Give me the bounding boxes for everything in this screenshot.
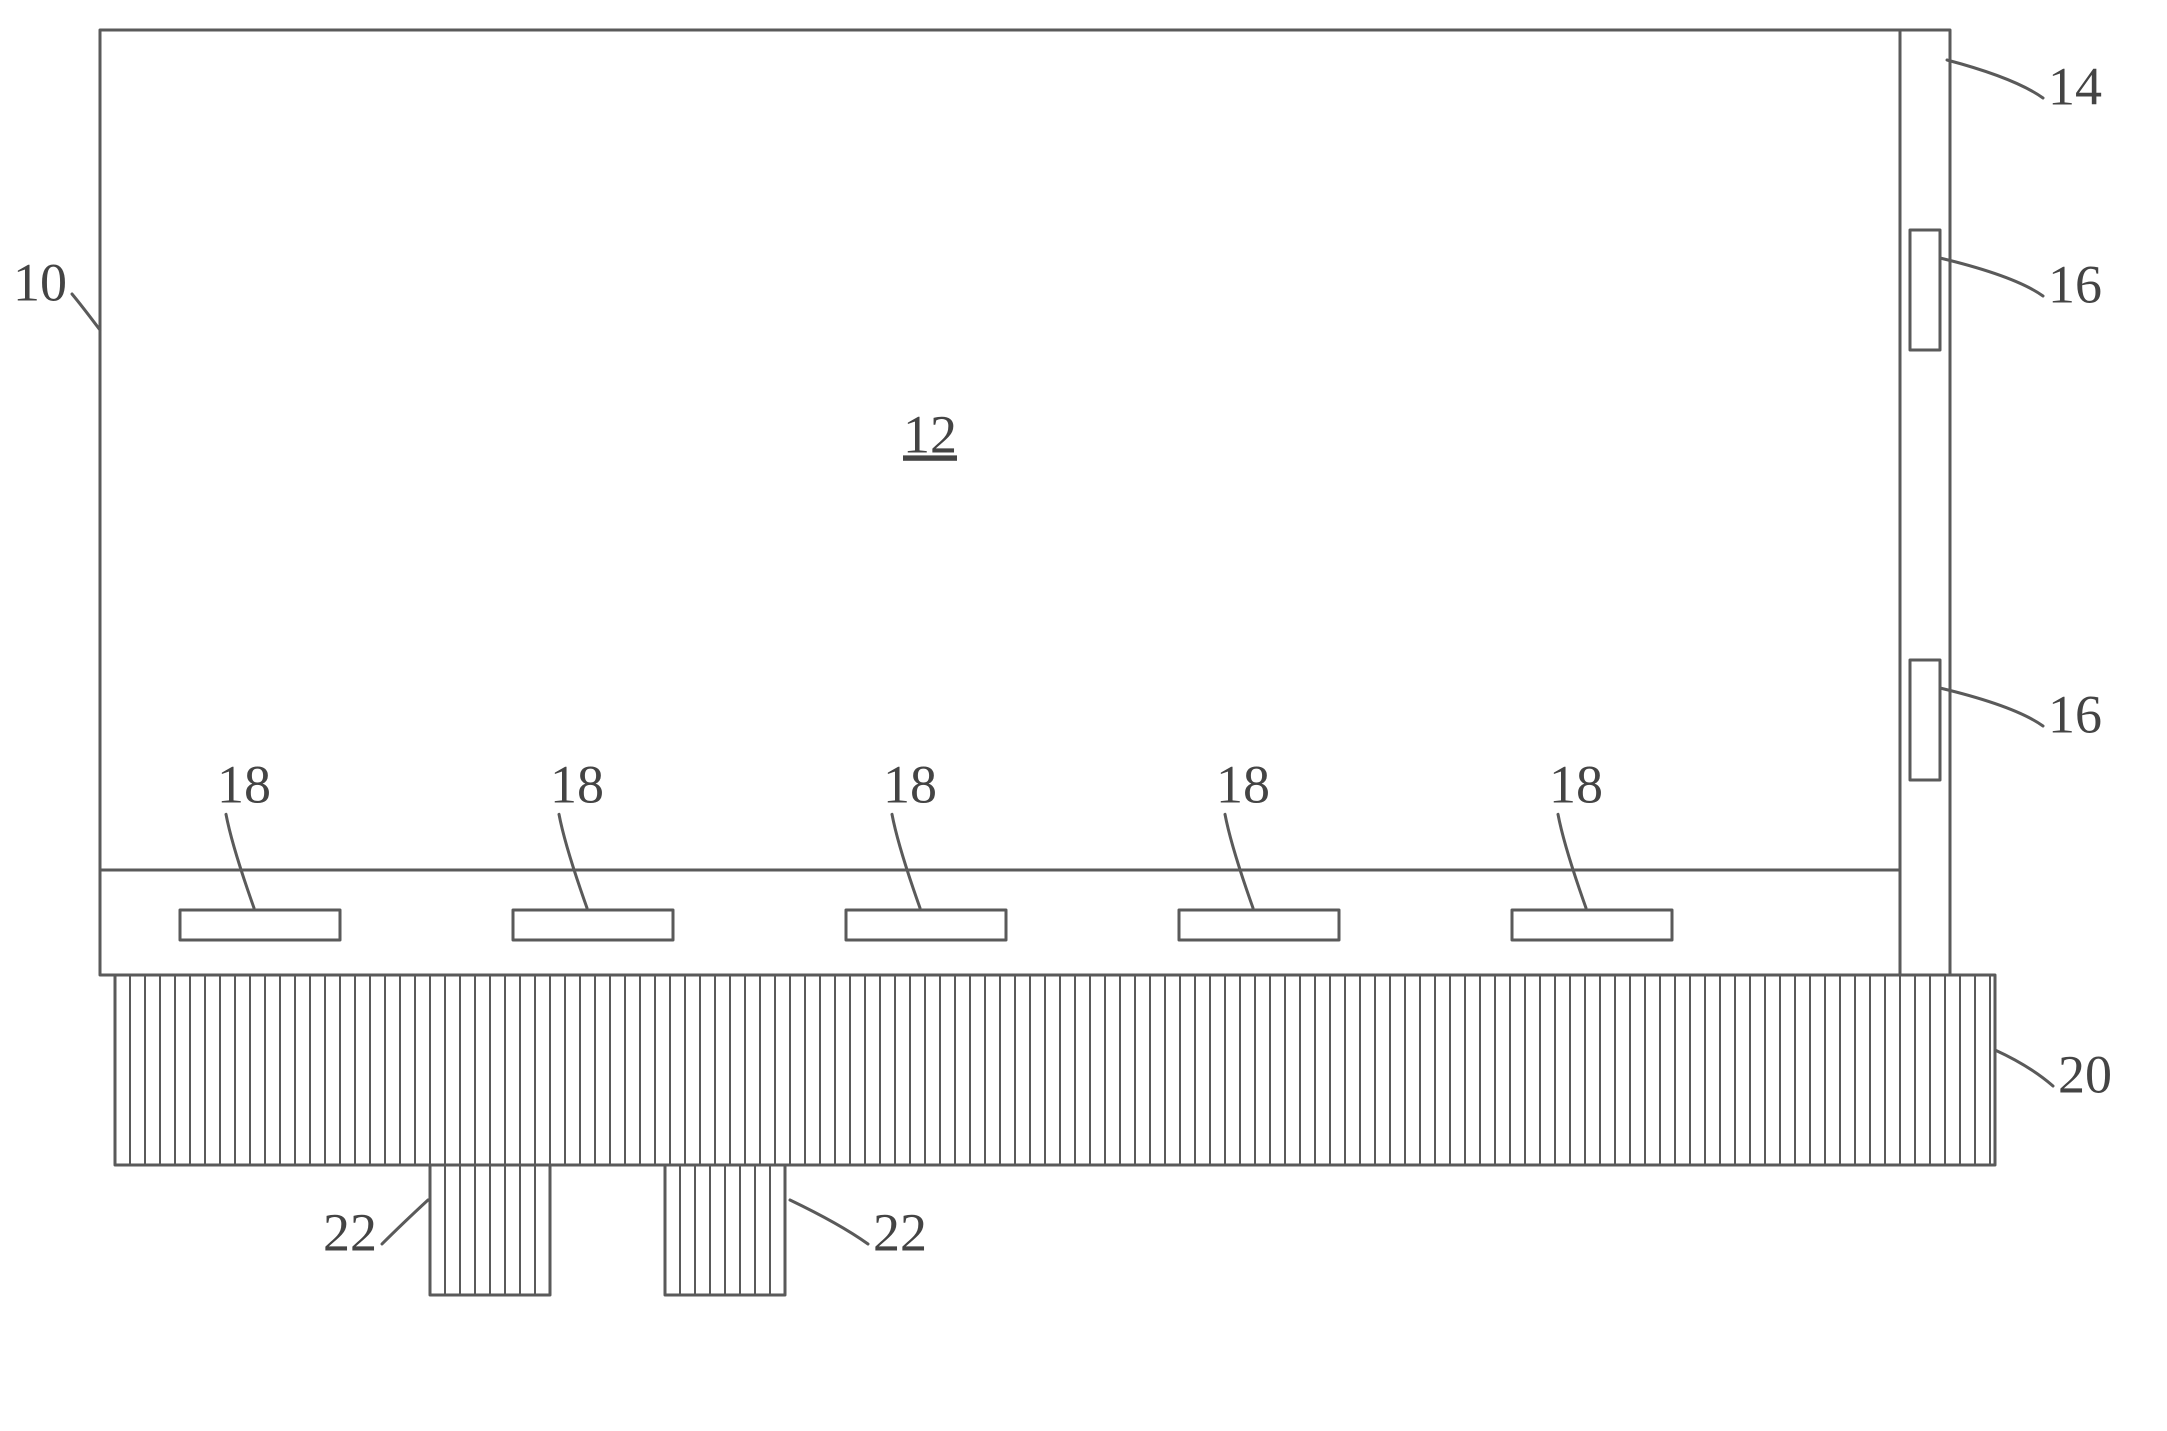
hatched-band-hatch [130,975,1990,1165]
tab-hatch [445,1165,535,1295]
label-16: 16 [2048,254,2102,314]
outer-panel [100,30,1950,975]
label-12: 12 [903,404,957,464]
callout-leader [1558,814,1586,908]
label-18: 18 [1549,754,1603,814]
label-14: 14 [2048,56,2102,116]
right-chip [1910,230,1940,350]
callout-leader [559,814,587,908]
bottom-chip [513,910,673,940]
callout-leader [892,814,920,908]
right-chip [1910,660,1940,780]
bottom-chip [1179,910,1339,940]
callout-leader [790,1200,868,1244]
label-16: 16 [2048,684,2102,744]
callout-leader [1225,814,1253,908]
label-18: 18 [217,754,271,814]
bottom-chip [1512,910,1672,940]
tab-hatch [680,1165,770,1295]
callout-leader [1940,688,2043,726]
label-22: 22 [323,1202,377,1262]
callout-leader [382,1200,428,1244]
callout-leader [226,814,254,908]
label-22: 22 [873,1202,927,1262]
label-10: 10 [13,252,67,312]
callout-leader [1995,1050,2053,1086]
label-20: 20 [2058,1044,2112,1104]
bottom-chip [846,910,1006,940]
hatched-band [115,975,1995,1165]
label-18: 18 [883,754,937,814]
bottom-chip [180,910,340,940]
callout-leader [72,294,100,330]
callout-leader [1940,258,2043,296]
callout-leader [1947,60,2043,98]
label-18: 18 [1216,754,1270,814]
label-18: 18 [550,754,604,814]
